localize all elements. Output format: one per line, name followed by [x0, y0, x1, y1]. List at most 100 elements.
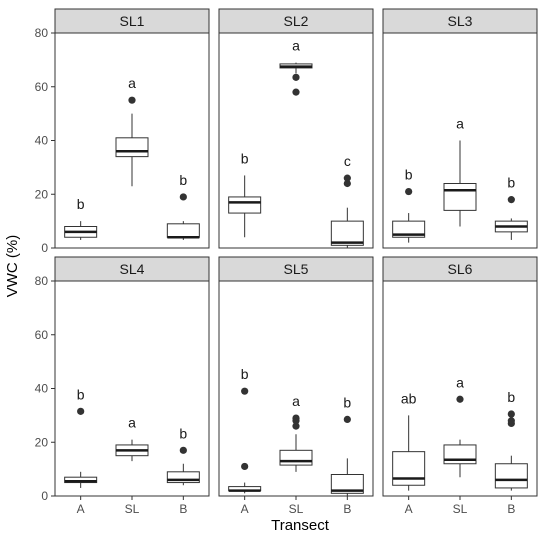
outlier-point	[343, 174, 351, 182]
facet-strip	[382, 256, 538, 282]
outlier-point	[507, 417, 515, 425]
y-tick-label: 0	[41, 489, 48, 503]
box-a: b	[64, 196, 98, 240]
box-a: ab	[392, 390, 426, 491]
outlier-point	[292, 414, 300, 422]
box-b: b	[166, 425, 200, 486]
outlier-point	[405, 187, 413, 196]
facet-strip-label: SL5	[284, 261, 309, 277]
x-tick-label: SL	[289, 502, 304, 516]
significance-letter: a	[292, 38, 300, 54]
x-tick-label: A	[241, 502, 249, 516]
box-iqr	[330, 220, 364, 246]
box-iqr	[279, 449, 313, 466]
x-axis-title: Transect	[271, 517, 330, 534]
outlier-point	[241, 387, 249, 395]
facet-strip	[54, 8, 210, 34]
outlier-point	[292, 422, 300, 430]
facet-strip-label: SL2	[284, 13, 309, 29]
significance-letter: b	[77, 196, 85, 212]
x-tick-label: SL	[453, 502, 468, 516]
facet-panel-sl3: SL3 b a b	[382, 8, 538, 249]
facet-strip-label: SL6	[448, 261, 473, 277]
facet-panel-sl1: SL1 0 20 40 60 80 b a b	[35, 8, 210, 255]
facet-strip-label: SL3	[448, 13, 473, 29]
significance-letter: b	[77, 386, 85, 402]
y-tick-label: 80	[35, 274, 49, 288]
significance-letter: c	[344, 153, 351, 169]
box-a: b	[228, 366, 262, 494]
x-tick-label: A	[405, 502, 413, 516]
facet-strip	[218, 256, 374, 282]
significance-letter: b	[507, 175, 515, 191]
box-a: b	[64, 386, 98, 488]
y-tick-label: 40	[35, 382, 49, 396]
outlier-point	[343, 415, 351, 424]
facet-strip-label: SL1	[120, 13, 145, 29]
box-iqr	[330, 474, 364, 494]
significance-letter: a	[128, 75, 136, 91]
box-a: b	[228, 150, 262, 238]
outlier-point	[179, 446, 187, 454]
significance-letter: b	[179, 425, 187, 441]
box-b: b	[330, 394, 364, 496]
significance-letter: a	[456, 116, 464, 132]
box-iqr	[443, 183, 477, 211]
outlier-point	[343, 179, 351, 188]
x-tick-label: A	[77, 502, 85, 516]
box-iqr	[64, 476, 98, 484]
box-iqr	[228, 196, 262, 214]
y-tick-label: 60	[35, 328, 49, 342]
box-iqr	[392, 451, 426, 486]
box-iqr	[166, 471, 200, 484]
box-b: b	[494, 389, 528, 491]
facet-panels: SL1020406080babSL2bacSL3babSL4020406080A…	[35, 8, 538, 516]
facet-strip	[54, 256, 210, 282]
box-sl: a	[115, 75, 149, 187]
x-tick-label: SL	[125, 502, 140, 516]
significance-letter: a	[292, 393, 300, 409]
box-iqr	[166, 223, 200, 238]
box-b: b	[494, 175, 528, 240]
box-iqr	[392, 220, 426, 238]
significance-letter: b	[241, 150, 249, 166]
outlier-point	[507, 410, 515, 418]
facet-panel-sl4: SL4 0 20 40 60 80 A SL Bb a b	[35, 256, 210, 516]
box-b: c	[330, 153, 364, 248]
outlier-point	[128, 96, 136, 104]
y-tick-label: 80	[35, 26, 49, 40]
box-iqr	[115, 137, 149, 158]
outlier-point	[292, 73, 300, 81]
x-tick-label: B	[343, 502, 351, 516]
facet-panel-sl5: SL5 A SL Bb a b	[218, 256, 374, 516]
box-sl: a	[443, 116, 477, 227]
outlier-point	[507, 196, 515, 204]
y-tick-label: 60	[35, 80, 49, 94]
y-axis-title: VWC (%)	[4, 235, 21, 298]
outlier-point	[456, 395, 464, 403]
facet-strip	[382, 8, 538, 34]
y-tick-label: 0	[41, 241, 48, 255]
significance-letter: b	[179, 172, 187, 188]
significance-letter: a	[128, 415, 136, 431]
facet-strip-label: SL4	[120, 261, 145, 277]
significance-letter: b	[405, 167, 413, 183]
outlier-point	[77, 407, 85, 415]
x-tick-label: B	[179, 502, 187, 516]
outlier-point	[241, 462, 249, 471]
box-iqr	[494, 463, 528, 489]
box-b: b	[166, 172, 200, 240]
facet-panel-sl2: SL2 b a c	[218, 8, 374, 249]
significance-letter: b	[507, 389, 515, 405]
significance-letter: a	[456, 374, 464, 390]
box-sl: a	[115, 415, 149, 462]
box-sl: a	[279, 393, 313, 472]
box-a: b	[392, 167, 426, 243]
significance-letter: ab	[401, 390, 417, 406]
y-tick-label: 20	[35, 435, 49, 449]
y-tick-label: 20	[35, 187, 49, 201]
outlier-point	[179, 193, 187, 201]
x-tick-label: B	[507, 502, 515, 516]
